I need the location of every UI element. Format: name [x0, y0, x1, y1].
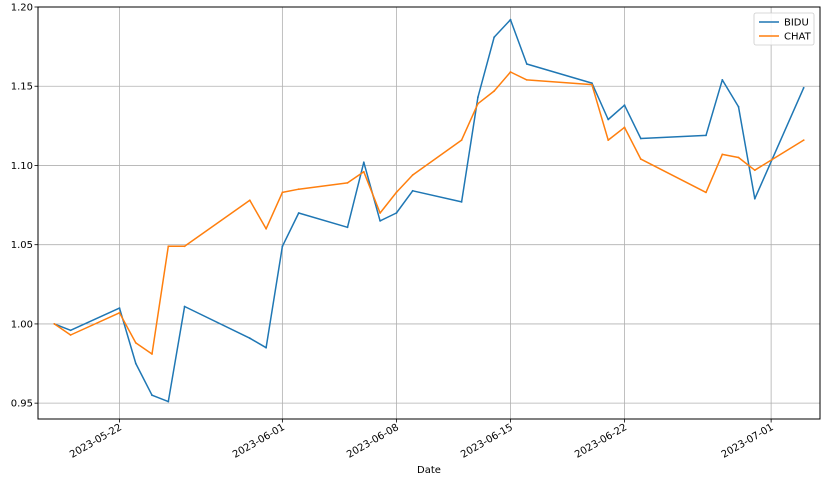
data-point-bidu: [134, 362, 137, 365]
data-point-bidu: [591, 82, 593, 84]
data-point-bidu: [69, 329, 72, 332]
data-point-chat: [151, 353, 153, 355]
y-tick-label: 1.10: [11, 161, 33, 172]
data-point-bidu: [118, 307, 121, 309]
legend-label-chat: CHAT: [784, 32, 812, 43]
data-point-chat: [362, 170, 365, 173]
data-point-bidu: [281, 245, 284, 248]
data-point-chat: [460, 139, 463, 142]
data-point-bidu: [460, 201, 463, 203]
data-point-chat: [639, 158, 642, 161]
data-point-bidu: [248, 337, 251, 340]
legend-label-bidu: BIDU: [784, 18, 809, 29]
data-point-chat: [411, 174, 414, 176]
series-layer: [53, 18, 805, 403]
data-point-bidu: [705, 134, 707, 137]
data-point-bidu: [509, 18, 512, 21]
data-point-bidu: [607, 118, 610, 121]
data-point-bidu: [721, 79, 724, 81]
y-tick-label: 1.15: [11, 82, 33, 93]
y-tick-label: 1.05: [11, 240, 33, 251]
data-point-bidu: [265, 346, 267, 349]
data-point-chat: [134, 342, 137, 344]
data-point-chat: [705, 191, 707, 194]
data-point-chat: [721, 153, 724, 156]
data-point-chat: [69, 334, 72, 336]
legend: BIDU CHAT: [753, 12, 815, 46]
data-point-bidu: [477, 96, 479, 99]
data-point-bidu: [493, 36, 496, 38]
data-point-chat: [346, 182, 349, 184]
data-point-bidu: [395, 212, 398, 214]
series-chat: [53, 71, 805, 355]
data-point-bidu: [297, 212, 300, 214]
data-point-bidu: [167, 400, 170, 403]
data-point-chat: [737, 156, 740, 159]
series-line-bidu: [54, 18, 805, 403]
data-point-chat: [379, 212, 381, 214]
data-point-chat: [509, 71, 512, 73]
data-point-chat: [167, 245, 170, 248]
y-tick-label: 0.95: [11, 399, 33, 410]
data-point-bidu: [623, 104, 626, 107]
data-point-bidu: [639, 137, 642, 140]
data-point-chat: [395, 191, 398, 194]
data-point-bidu: [411, 189, 414, 192]
data-point-chat: [525, 79, 528, 81]
x-axis-label: Date: [417, 465, 441, 476]
data-point-chat: [248, 199, 251, 202]
data-point-chat: [118, 311, 121, 314]
data-point-chat: [183, 245, 186, 248]
data-point-bidu: [379, 220, 381, 222]
data-point-chat: [493, 90, 496, 92]
data-point-bidu: [183, 305, 186, 308]
y-tick-label: 1.20: [11, 3, 33, 14]
data-point-chat: [623, 126, 626, 129]
data-point-bidu: [802, 86, 805, 89]
plot-frame: [37, 6, 821, 420]
data-point-chat: [53, 323, 56, 325]
data-point-bidu: [151, 394, 153, 397]
y-tick-label: 1.00: [11, 319, 33, 330]
data-point-chat: [753, 169, 756, 172]
data-point-chat: [297, 188, 300, 191]
data-point-chat: [591, 83, 593, 86]
data-point-chat: [477, 102, 479, 105]
data-point-chat: [607, 139, 610, 142]
legend-box: [753, 12, 815, 46]
data-point-bidu: [753, 197, 756, 200]
data-point-bidu: [525, 63, 528, 65]
data-point-chat: [265, 227, 267, 230]
data-point-chat: [802, 139, 805, 142]
data-point-bidu: [346, 226, 349, 229]
series-line-chat: [53, 71, 805, 355]
data-point-bidu: [737, 105, 740, 108]
data-point-bidu: [362, 161, 365, 164]
data-point-chat: [281, 191, 284, 194]
